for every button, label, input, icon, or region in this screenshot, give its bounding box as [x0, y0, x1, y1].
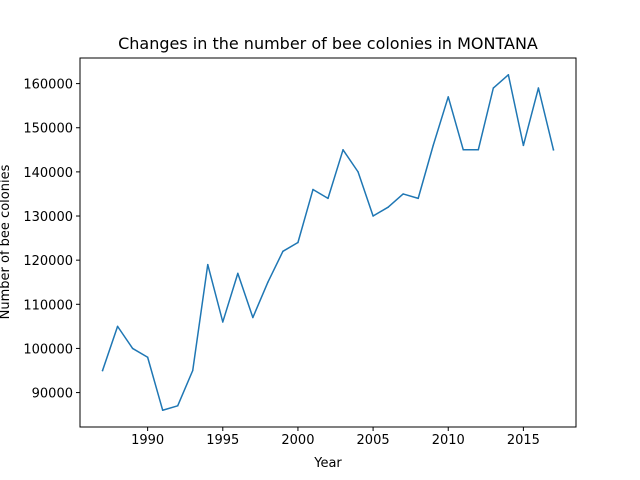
data-point-2004	[357, 171, 359, 173]
plot-area	[101, 74, 555, 411]
data-point-2012	[477, 149, 480, 151]
y-tick-label: 160000	[23, 78, 73, 93]
data-point-1997	[252, 316, 254, 319]
data-point-2006	[387, 206, 389, 208]
data-point-2007	[402, 193, 404, 195]
y-tick-label: 110000	[23, 298, 73, 313]
data-point-2001	[312, 188, 314, 191]
data-point-1993	[191, 369, 194, 372]
data-point-2003	[342, 149, 344, 151]
y-tick-label: 120000	[23, 254, 73, 269]
data-point-2011	[462, 149, 465, 151]
axes-frame	[79, 57, 577, 428]
data-point-2015	[522, 144, 525, 147]
data-point-1995	[222, 321, 224, 323]
data-point-1990	[146, 356, 149, 359]
data-point-2009	[432, 144, 434, 147]
data-point-2008	[417, 197, 419, 200]
y-axis-label: Number of bee colonies	[0, 164, 13, 319]
x-axis-label: Year	[313, 456, 342, 471]
x-tick-label: 2005	[357, 433, 390, 448]
data-point-2013	[492, 87, 495, 89]
data-point-1989	[131, 347, 134, 350]
data-point-2002	[327, 197, 329, 200]
data-point-1988	[116, 325, 119, 328]
data-point-2010	[447, 96, 449, 98]
data-point-2005	[372, 215, 374, 217]
x-axis: 1990 1995 2000 2005 2010 2015	[131, 427, 540, 448]
data-point-1991	[161, 409, 164, 411]
data-point-2017	[552, 149, 555, 151]
data-point-1999	[282, 250, 284, 253]
data-point-2016	[537, 87, 540, 89]
data-point-1998	[267, 281, 269, 283]
data-point-2014	[507, 74, 510, 76]
data-point-2000	[297, 241, 299, 244]
y-tick-label: 140000	[23, 166, 73, 181]
data-point-1994	[207, 263, 209, 266]
x-tick-label: 2010	[432, 433, 465, 448]
y-tick-label: 100000	[23, 342, 73, 357]
y-tick-label: 130000	[23, 210, 73, 225]
y-axis: 90000 100000 110000 120000 130000 140000 15000…	[23, 78, 80, 402]
data-point-1996	[237, 272, 239, 275]
x-tick-label: 2015	[507, 433, 540, 448]
x-tick-label: 1990	[131, 433, 164, 448]
data-point-1987	[101, 369, 104, 372]
data-point-1992	[176, 405, 179, 407]
x-tick-label: 1995	[206, 433, 239, 448]
y-tick-label: 150000	[23, 122, 73, 137]
x-tick-label: 2000	[281, 433, 314, 448]
chart-title: Changes in the number of bee colonies in…	[118, 34, 538, 53]
y-tick-label: 90000	[32, 387, 73, 402]
